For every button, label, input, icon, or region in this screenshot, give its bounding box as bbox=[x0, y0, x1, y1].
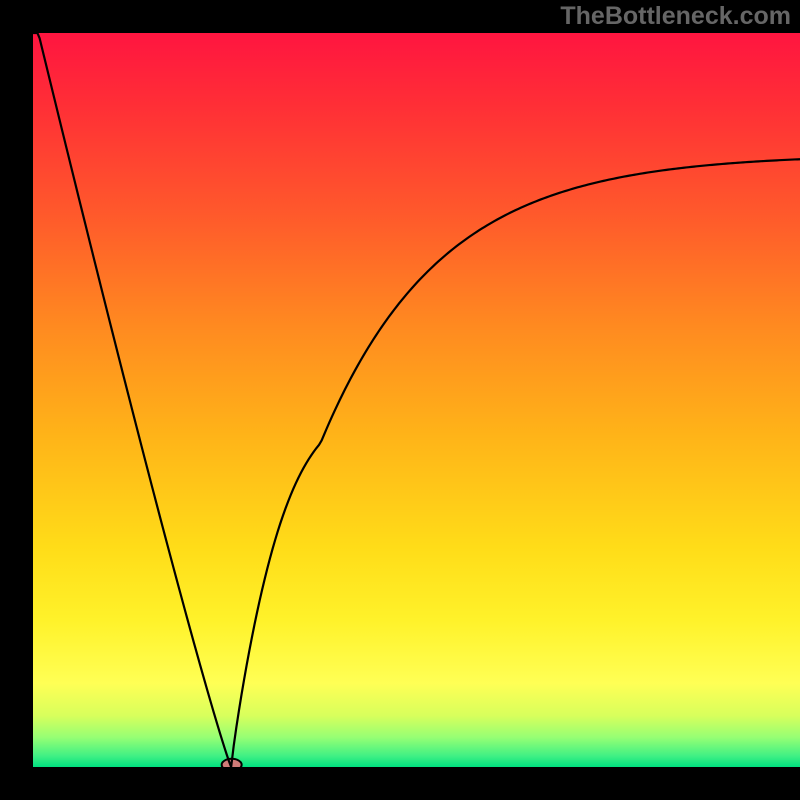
watermark-text: TheBottleneck.com bbox=[560, 2, 791, 31]
curve-overlay bbox=[0, 0, 800, 800]
bottleneck-curve bbox=[33, 33, 800, 767]
chart-container: TheBottleneck.com bbox=[0, 0, 800, 800]
